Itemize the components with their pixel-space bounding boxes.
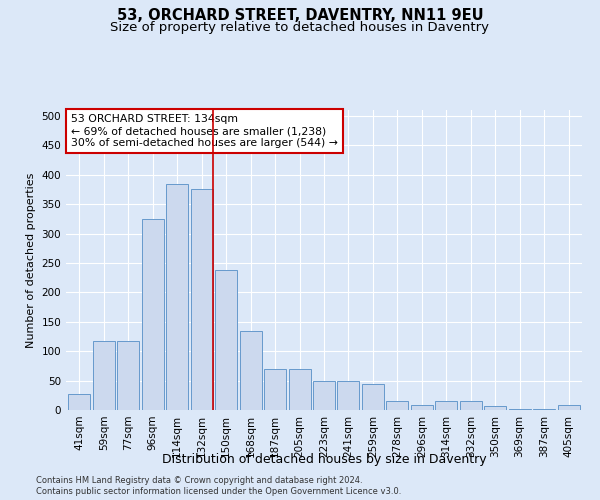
Bar — [509, 409, 530, 410]
Bar — [289, 369, 311, 410]
Bar — [93, 340, 115, 410]
Bar — [68, 394, 91, 410]
Bar — [533, 409, 555, 410]
Bar — [118, 340, 139, 410]
Bar — [313, 380, 335, 410]
Bar — [239, 330, 262, 410]
Text: Size of property relative to detached houses in Daventry: Size of property relative to detached ho… — [110, 21, 490, 34]
Bar — [386, 401, 409, 410]
Bar — [337, 380, 359, 410]
Bar — [215, 270, 237, 410]
Bar — [460, 400, 482, 410]
Text: Distribution of detached houses by size in Daventry: Distribution of detached houses by size … — [161, 452, 487, 466]
Text: Contains public sector information licensed under the Open Government Licence v3: Contains public sector information licen… — [36, 487, 401, 496]
Bar — [166, 184, 188, 410]
Bar — [264, 369, 286, 410]
Bar — [411, 406, 433, 410]
Bar — [142, 219, 164, 410]
Bar — [557, 406, 580, 410]
Bar — [484, 406, 506, 410]
Bar — [191, 190, 213, 410]
Bar — [435, 400, 457, 410]
Y-axis label: Number of detached properties: Number of detached properties — [26, 172, 36, 348]
Text: 53, ORCHARD STREET, DAVENTRY, NN11 9EU: 53, ORCHARD STREET, DAVENTRY, NN11 9EU — [116, 8, 484, 22]
Text: Contains HM Land Registry data © Crown copyright and database right 2024.: Contains HM Land Registry data © Crown c… — [36, 476, 362, 485]
Text: 53 ORCHARD STREET: 134sqm
← 69% of detached houses are smaller (1,238)
30% of se: 53 ORCHARD STREET: 134sqm ← 69% of detac… — [71, 114, 338, 148]
Bar — [362, 384, 384, 410]
